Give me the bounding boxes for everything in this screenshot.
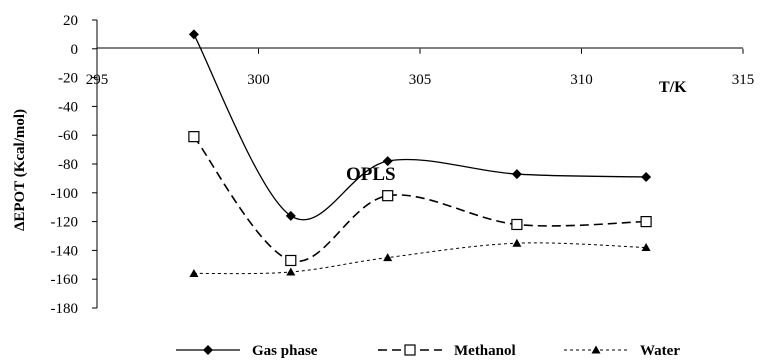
y-tick-label: -120 <box>51 215 79 231</box>
gas-phase-point <box>188 29 199 40</box>
legend-gas-phase-marker <box>203 345 213 355</box>
x-axis-label: T/K <box>659 79 687 96</box>
methanol-point <box>511 218 523 231</box>
y-tick-label: -100 <box>51 186 79 202</box>
y-tick-label: -140 <box>51 243 79 259</box>
y-ticks: 20 0 -20 -40 -60 -80 -100 -120 -140 -160 -180 <box>51 13 97 317</box>
x-tick-label: 295 <box>86 72 109 88</box>
x-tick-label: 315 <box>732 72 755 88</box>
legend: Gas phase Methanol Water <box>176 343 680 359</box>
methanol-point <box>188 131 200 143</box>
water-point <box>189 268 199 277</box>
gas-phase-point <box>641 171 652 182</box>
y-tick-label: -40 <box>58 99 78 115</box>
legend-water-marker <box>591 345 601 354</box>
legend-methanol-marker <box>404 344 416 356</box>
y-tick-label: -80 <box>58 157 78 173</box>
water-point <box>512 238 522 247</box>
methanol-point <box>285 254 297 267</box>
x-ticks: 295 300 305 310 315 <box>86 48 755 88</box>
water-point <box>383 253 393 262</box>
legend-water-label: Water <box>640 343 680 359</box>
methanol-point <box>640 216 652 228</box>
methanol-point <box>382 190 394 202</box>
gas-phase-point <box>511 169 522 180</box>
x-tick-label: 310 <box>570 72 593 88</box>
y-axis-label: ΔEPOT (Kcal/mol) <box>12 109 28 231</box>
gas-phase-point <box>285 210 296 221</box>
gas-phase-line <box>193 34 647 221</box>
legend-methanol-label: Methanol <box>454 343 516 359</box>
water-line <box>193 242 647 275</box>
gas-phase-point <box>382 156 393 167</box>
axes <box>96 20 743 308</box>
x-tick-label: 300 <box>247 72 270 88</box>
y-tick-label: -160 <box>51 272 79 288</box>
legend-gas-phase-label: Gas phase <box>252 343 318 359</box>
water-point <box>286 267 296 276</box>
water-point <box>641 243 651 252</box>
y-tick-label: -20 <box>58 71 78 87</box>
chart-annotation: OPLS <box>346 164 396 185</box>
x-tick-label: 305 <box>409 72 432 88</box>
y-tick-label: -60 <box>58 128 78 144</box>
series-layer <box>188 29 652 277</box>
y-tick-label: 20 <box>63 13 78 29</box>
methanol-line <box>193 136 647 263</box>
y-tick-label: -180 <box>51 301 79 317</box>
y-tick-label: 0 <box>71 42 79 58</box>
